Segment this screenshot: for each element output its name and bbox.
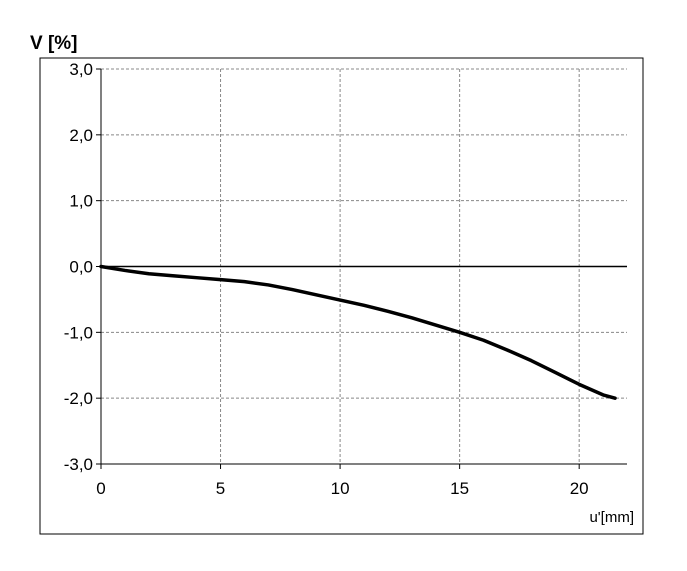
x-tick-label: 5 [216, 479, 225, 498]
series-layer [99, 264, 617, 400]
y-tick-label: 3,0 [69, 60, 93, 79]
x-tick-label: 10 [331, 479, 350, 498]
y-axis-title: V [%] [30, 33, 78, 54]
y-tick-labels: 3,0 2,0 1,0 0,0 -1,0 -2,0 -3,0 [64, 60, 93, 474]
x-tick-label: 0 [96, 479, 105, 498]
chart-frame [39, 57, 644, 535]
y-tick-label: 0,0 [69, 258, 93, 277]
series-line [99, 264, 617, 400]
y-tick-label: 2,0 [69, 126, 93, 145]
x-axis-title: u'[mm] [589, 509, 634, 526]
x-tick-label: 15 [450, 479, 469, 498]
y-tick-label: -1,0 [64, 323, 93, 342]
y-tick-label: 1,0 [69, 192, 93, 211]
tick-marks [96, 68, 580, 469]
y-tick-label: -3,0 [64, 455, 93, 474]
y-tick-label: -2,0 [64, 389, 93, 408]
x-tick-label: 20 [570, 479, 589, 498]
x-tick-labels: 0 5 10 15 20 [96, 479, 588, 498]
